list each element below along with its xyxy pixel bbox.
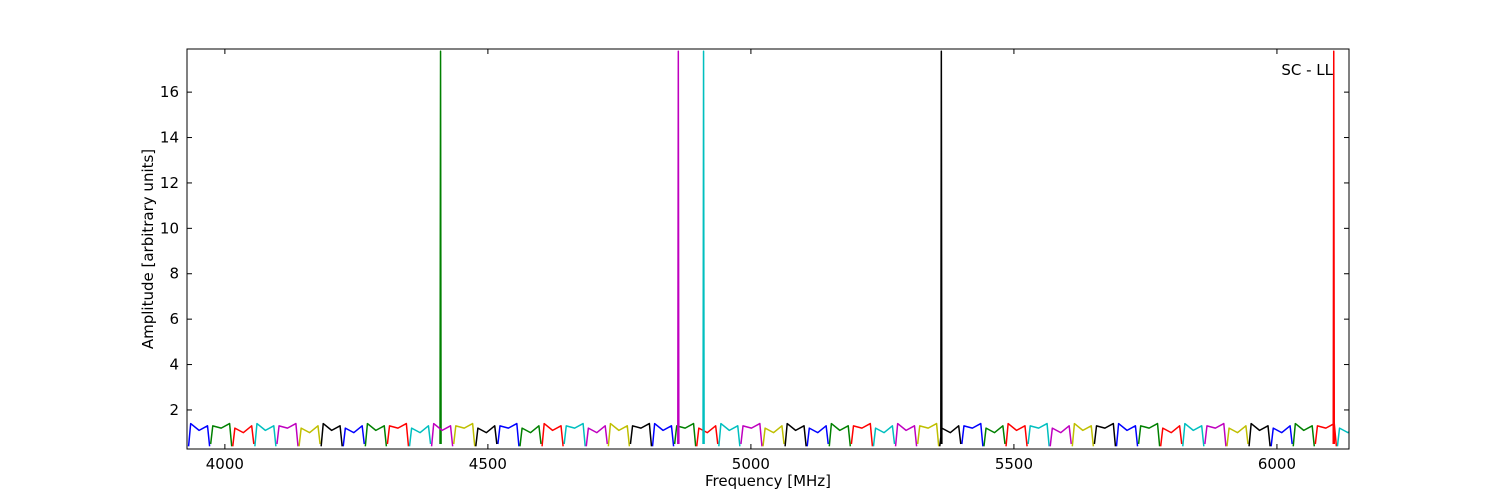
- y-tick-label: 2: [169, 401, 179, 419]
- spectrum-line: [187, 422, 1293, 447]
- spectrum-line: [298, 422, 1249, 447]
- y-tick-label: 10: [160, 219, 179, 237]
- y-axis-label: Amplitude [arbitrary units]: [139, 149, 157, 349]
- annotation: SC - LL: [1281, 61, 1333, 79]
- x-tick-label: 5500: [995, 455, 1033, 473]
- spectrum-line: [254, 50, 1349, 447]
- spectrum-line: [232, 50, 1338, 447]
- x-tick-label: 6000: [1258, 455, 1296, 473]
- y-tick-label: 16: [160, 83, 179, 101]
- y-tick-label: 8: [169, 265, 179, 283]
- y-tick-label: 14: [160, 129, 179, 147]
- x-tick-label: 5000: [732, 455, 770, 473]
- plot-area: [187, 50, 1349, 447]
- x-tick-label: 4500: [469, 455, 507, 473]
- x-axis-label: Frequency [MHz]: [705, 472, 831, 490]
- spectrum-line: [209, 50, 1316, 447]
- spectrum-line: [320, 50, 1271, 447]
- axes-frame: [186, 48, 1350, 450]
- y-tick-label: 12: [160, 174, 179, 192]
- spectrum-line: [276, 50, 1227, 447]
- y-tick-label: 4: [169, 356, 179, 374]
- x-tick-label: 4000: [206, 455, 244, 473]
- y-tick-label: 6: [169, 310, 179, 328]
